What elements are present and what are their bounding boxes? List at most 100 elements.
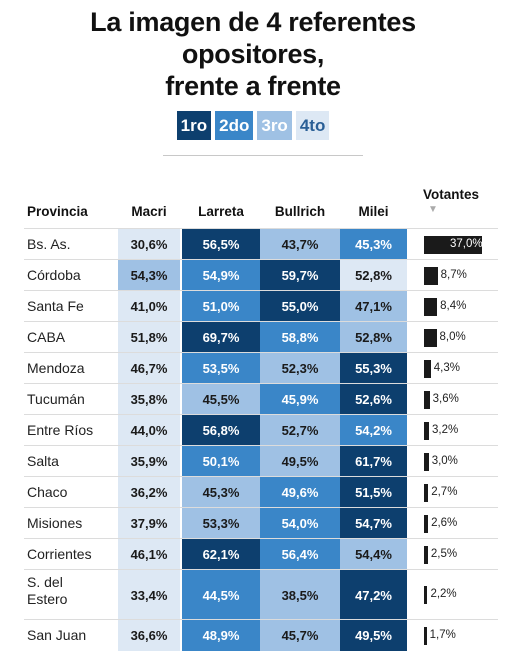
value-cell-larreta: 54,9% [182, 260, 260, 291]
row-divider [24, 414, 498, 415]
title-line-2: opositores, [181, 39, 325, 69]
legend-2do: 2do [215, 111, 254, 140]
value-cell-milei: 52,8% [340, 322, 407, 353]
table-row: Corrientes 46,1% 62,1% 56,4% 54,4% 2,5% [24, 539, 498, 570]
header-larreta: Larreta [198, 204, 244, 219]
row-divider [24, 290, 498, 291]
table-row: Misiones 37,9% 53,3% 54,0% 54,7% 2,6% [24, 508, 498, 539]
value-cell-larreta: 44,5% [182, 570, 260, 620]
province-label: Salta [27, 453, 59, 469]
value-cell-milei: 54,7% [340, 508, 407, 539]
row-divider [24, 476, 498, 477]
title-line-1: La imagen de 4 referentes [90, 7, 416, 37]
votantes-label: 8,7% [440, 269, 467, 281]
header-provincia: Provincia [27, 204, 88, 219]
legend-3ro: 3ro [257, 111, 292, 140]
votantes-label: 3,6% [432, 393, 459, 405]
value-cell-macri: 33,4% [118, 570, 180, 620]
header-bullrich: Bullrich [274, 204, 326, 219]
value-cell-bullrich: 58,8% [260, 322, 340, 353]
value-cell-larreta: 45,5% [182, 384, 260, 415]
value-cell-bullrich: 55,0% [260, 291, 340, 322]
value-cell-larreta: 56,5% [182, 229, 260, 260]
row-divider [24, 383, 498, 384]
value-cell-larreta: 53,5% [182, 353, 260, 384]
title-line-3: frente a frente [165, 71, 341, 101]
header-milei: Milei [358, 204, 389, 219]
value-cell-larreta: 48,9% [182, 620, 260, 651]
value-cell-bullrich: 56,4% [260, 539, 340, 570]
header-votantes: Votantes [423, 187, 480, 202]
value-cell-macri: 44,0% [118, 415, 180, 446]
value-cell-macri: 36,6% [118, 620, 180, 651]
votantes-label: 2,6% [431, 517, 458, 529]
province-label: CABA [27, 329, 66, 345]
votantes-label: 8,0% [439, 331, 466, 343]
chart-title: La imagen de 4 referentes opositores, fr… [0, 6, 506, 102]
votantes-bar [424, 360, 431, 378]
value-cell-larreta: 56,8% [182, 415, 260, 446]
province-label: Corrientes [27, 546, 92, 562]
votantes-label: 3,0% [431, 455, 458, 467]
row-divider [24, 259, 498, 260]
value-cell-milei: 61,7% [340, 446, 407, 477]
value-cell-larreta: 69,7% [182, 322, 260, 353]
value-cell-macri: 35,8% [118, 384, 180, 415]
row-divider [24, 228, 498, 229]
row-divider [24, 352, 498, 353]
province-label: Mendoza [27, 360, 85, 376]
value-cell-milei: 52,8% [340, 260, 407, 291]
votantes-bar [424, 484, 429, 502]
sort-indicator-icon[interactable]: ▼ [428, 204, 438, 215]
votantes-label: 2,2% [430, 588, 457, 600]
province-label: Entre Ríos [27, 422, 94, 438]
value-cell-milei: 47,2% [340, 570, 407, 620]
row-divider [24, 619, 498, 620]
legend-1ro: 1ro [176, 111, 212, 140]
value-cell-milei: 54,2% [340, 415, 407, 446]
value-cell-milei: 51,5% [340, 477, 407, 508]
value-cell-milei: 49,5% [340, 620, 407, 651]
value-cell-bullrich: 54,0% [260, 508, 340, 539]
table-row: Santa Fe 41,0% 51,0% 55,0% 47,1% 8,4% [24, 291, 498, 322]
votantes-label: 1,7% [429, 629, 456, 641]
value-cell-larreta: 53,3% [182, 508, 260, 539]
table-row: Córdoba 54,3% 54,9% 59,7% 52,8% 8,7% [24, 260, 498, 291]
province-label: Bs. As. [27, 236, 71, 252]
value-cell-macri: 51,8% [118, 322, 180, 353]
value-cell-larreta: 62,1% [182, 539, 260, 570]
votantes-bar [424, 391, 430, 409]
value-cell-larreta: 51,0% [182, 291, 260, 322]
value-cell-bullrich: 43,7% [260, 229, 340, 260]
votantes-bar [424, 236, 482, 254]
votantes-bar [424, 267, 438, 285]
row-divider [24, 445, 498, 446]
value-cell-milei: 45,3% [340, 229, 407, 260]
value-cell-macri: 30,6% [118, 229, 180, 260]
value-cell-macri: 41,0% [118, 291, 180, 322]
table-row: Chaco 36,2% 45,3% 49,6% 51,5% 2,7% [24, 477, 498, 508]
value-cell-macri: 46,1% [118, 539, 180, 570]
table-row: S. del Estero 33,4% 44,5% 38,5% 47,2% 2,2% [24, 570, 498, 620]
votantes-label: 2,7% [431, 486, 458, 498]
rank-legend: 1ro 2do 3ro 4to [0, 111, 506, 140]
value-cell-macri: 37,9% [118, 508, 180, 539]
table-row: Bs. As. 30,6% 56,5% 43,7% 45,3% 37,0% [24, 229, 498, 260]
value-cell-larreta: 50,1% [182, 446, 260, 477]
votantes-bar [424, 627, 427, 645]
votantes-bar [424, 422, 430, 440]
legend-4to: 4to [295, 111, 330, 140]
votantes-bar [424, 546, 428, 564]
value-cell-larreta: 45,3% [182, 477, 260, 508]
value-cell-bullrich: 45,9% [260, 384, 340, 415]
province-label: San Juan [27, 627, 87, 643]
table-row: San Juan 36,6% 48,9% 45,7% 49,5% 1,7% [24, 620, 498, 651]
value-cell-macri: 54,3% [118, 260, 180, 291]
value-cell-bullrich: 59,7% [260, 260, 340, 291]
table-row: CABA 51,8% 69,7% 58,8% 52,8% 8,0% [24, 322, 498, 353]
province-label: Chaco [27, 484, 68, 500]
table-row: Tucumán 35,8% 45,5% 45,9% 52,6% 3,6% [24, 384, 498, 415]
table-row: Entre Ríos 44,0% 56,8% 52,7% 54,2% 3,2% [24, 415, 498, 446]
value-cell-bullrich: 52,7% [260, 415, 340, 446]
value-cell-milei: 47,1% [340, 291, 407, 322]
